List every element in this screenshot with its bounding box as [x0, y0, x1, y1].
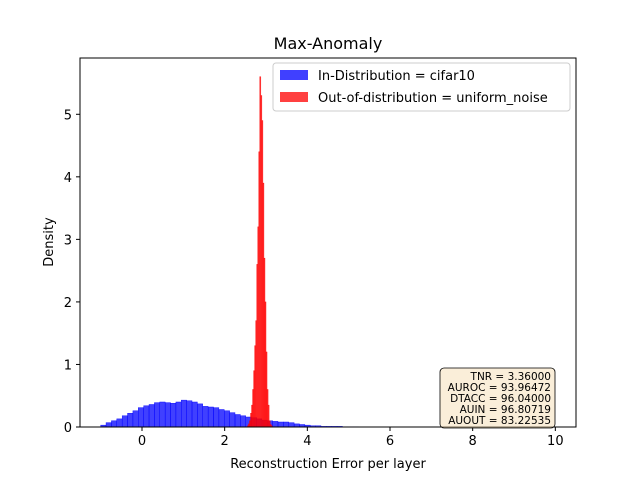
histogram-bar: [159, 401, 166, 428]
histogram-bar: [207, 406, 214, 428]
y-tick-label: 0: [64, 421, 72, 436]
histogram-bar: [127, 413, 134, 428]
stats-auroc: AUROC = 93.96472: [448, 382, 551, 394]
histogram-bar: [105, 422, 112, 428]
x-tick-label: 8: [469, 434, 477, 449]
legend-label-in-distribution: In-Distribution = cifar10: [318, 69, 475, 84]
histogram-bar: [154, 402, 160, 428]
stats-box: TNR = 3.36000 AUROC = 93.96472 DTACC = 9…: [439, 367, 556, 429]
histogram-bar: [224, 410, 230, 428]
x-axis-label: Reconstruction Error per layer: [230, 457, 426, 472]
y-tick-label: 1: [64, 358, 72, 373]
stats-dtacc: DTACC = 96.04000: [450, 393, 551, 405]
chart-title: Max-Anomaly: [274, 34, 383, 53]
y-ticks: 0 1 2 3 4 5: [64, 108, 80, 436]
y-tick-label: 2: [64, 296, 72, 311]
histogram-bar: [234, 414, 241, 428]
x-tick-label: 2: [221, 434, 229, 449]
histogram-bar: [186, 400, 193, 428]
histogram-bar: [143, 405, 150, 428]
stats-auout: AUOUT = 83.22535: [448, 415, 551, 427]
y-tick-label: 4: [64, 171, 72, 186]
legend-swatch-in-distribution: [280, 70, 308, 80]
stats-auin: AUIN = 96.80719: [460, 404, 551, 416]
x-tick-label: 4: [303, 434, 311, 449]
histogram-bar: [191, 401, 198, 428]
x-tick-label: 10: [547, 434, 564, 449]
histogram-bar: [148, 404, 155, 428]
histogram-bar: [277, 421, 284, 428]
plot-frame: [79, 57, 577, 428]
histogram-bar: [181, 399, 187, 428]
histogram-bar: [213, 407, 220, 428]
histogram-bar: [138, 407, 144, 428]
histogram-bar: [175, 401, 182, 428]
legend-label-out-of-distribution: Out-of-distribution = uniform_noise: [318, 91, 548, 106]
histogram-bar: [288, 422, 295, 428]
x-tick-label: 0: [138, 434, 146, 449]
histogram-bar: [197, 403, 203, 428]
histogram-bar: [229, 412, 236, 428]
legend: In-Distribution = cifar10 Out-of-distrib…: [272, 62, 571, 112]
y-tick-label: 3: [64, 233, 72, 248]
y-tick-label: 5: [64, 108, 72, 123]
histogram-bar: [240, 415, 246, 428]
histogram-bar: [218, 409, 225, 428]
stats-box-background: [439, 367, 556, 429]
x-tick-label: 6: [386, 434, 394, 449]
legend-swatch-out-of-distribution: [280, 92, 308, 102]
x-ticks: 0 2 4 6 8 10: [138, 427, 564, 449]
legend-box: [272, 62, 571, 112]
histogram-bar: [164, 402, 171, 428]
stats-tnr: TNR = 3.36000: [470, 371, 551, 383]
histogram-bar: [272, 421, 279, 428]
histogram-bar: [111, 420, 117, 428]
y-axis-label: Density: [42, 217, 57, 267]
histogram-bar: [121, 415, 128, 428]
histogram-bar: [283, 421, 289, 428]
histogram-bar: [202, 406, 209, 428]
histogram-bar: [132, 410, 139, 428]
histogram-bar: [116, 418, 123, 428]
histogram-bar: [170, 403, 177, 428]
